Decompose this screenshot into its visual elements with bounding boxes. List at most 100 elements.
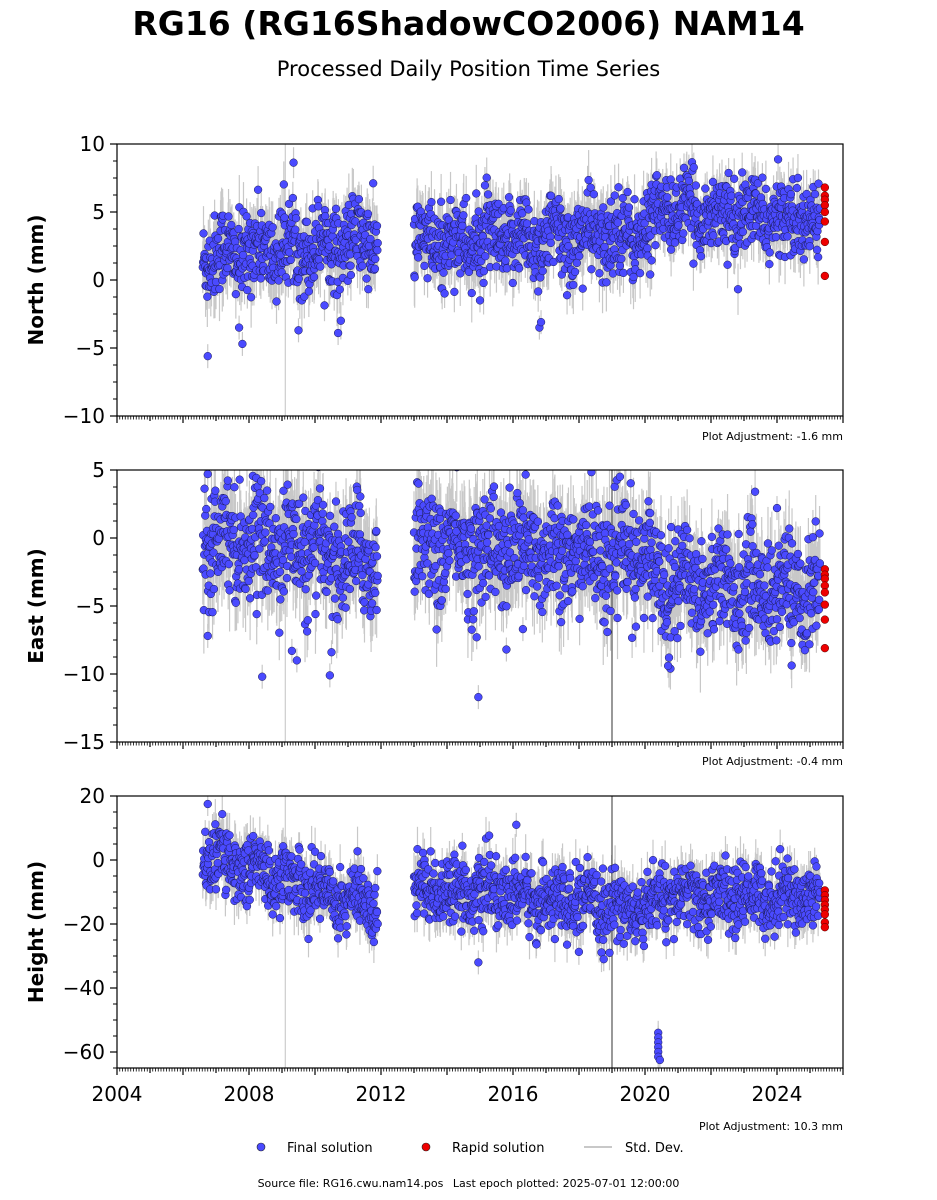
data-point bbox=[812, 245, 822, 254]
data-point bbox=[479, 278, 488, 288]
data-point bbox=[570, 267, 580, 277]
data-point bbox=[595, 269, 604, 278]
data-point bbox=[679, 163, 689, 172]
north-ylabel: North (mm) bbox=[24, 214, 48, 345]
data-point bbox=[373, 246, 382, 255]
data-point bbox=[458, 221, 467, 231]
data-point bbox=[647, 256, 656, 265]
data-point bbox=[309, 272, 319, 282]
data-point bbox=[602, 278, 611, 287]
data-point bbox=[474, 207, 483, 216]
data-point bbox=[314, 202, 323, 211]
data-point bbox=[617, 254, 626, 263]
data-point bbox=[724, 168, 733, 178]
data-point bbox=[346, 261, 355, 270]
data-point bbox=[462, 193, 471, 203]
data-point bbox=[546, 238, 555, 248]
data-point bbox=[288, 193, 298, 203]
data-point bbox=[279, 180, 288, 189]
data-point bbox=[599, 203, 608, 212]
north-rapid-points bbox=[820, 183, 829, 281]
data-point bbox=[584, 175, 593, 185]
data-point bbox=[753, 179, 763, 188]
data-point bbox=[268, 223, 277, 232]
data-point bbox=[414, 253, 423, 262]
data-point bbox=[635, 269, 645, 278]
data-point bbox=[613, 218, 623, 227]
data-point bbox=[325, 242, 334, 251]
data-point bbox=[696, 252, 706, 261]
data-point bbox=[546, 191, 556, 200]
data-point bbox=[651, 241, 660, 250]
data-point bbox=[316, 262, 325, 271]
outlier-point bbox=[333, 328, 343, 338]
data-point bbox=[600, 242, 609, 252]
outlier-point bbox=[234, 323, 244, 332]
data-point bbox=[689, 163, 698, 172]
data-point bbox=[508, 278, 517, 288]
data-point bbox=[618, 193, 627, 203]
y-tick-label: −5 bbox=[76, 336, 105, 360]
data-point bbox=[479, 267, 489, 276]
data-point bbox=[215, 284, 224, 294]
data-point bbox=[630, 195, 639, 204]
data-point bbox=[771, 232, 781, 242]
data-point bbox=[814, 252, 823, 262]
data-point bbox=[199, 229, 208, 238]
data-point bbox=[504, 193, 514, 202]
data-point bbox=[501, 256, 510, 265]
north-final-points bbox=[198, 155, 825, 361]
data-point bbox=[524, 205, 533, 214]
data-point bbox=[587, 265, 596, 274]
y-tick-label: 10 bbox=[80, 132, 105, 156]
data-point bbox=[256, 274, 266, 283]
data-point bbox=[619, 268, 628, 278]
data-point bbox=[556, 204, 565, 213]
data-point bbox=[758, 173, 767, 182]
data-point bbox=[701, 184, 710, 193]
data-point bbox=[336, 316, 345, 325]
data-point bbox=[335, 285, 344, 294]
data-point bbox=[518, 209, 527, 218]
data-point bbox=[372, 221, 382, 231]
data-point bbox=[538, 266, 547, 276]
data-point bbox=[300, 292, 309, 301]
data-point bbox=[575, 251, 584, 261]
data-point bbox=[709, 231, 718, 240]
data-point bbox=[456, 269, 465, 278]
rapid-point bbox=[820, 237, 829, 247]
data-point bbox=[727, 191, 736, 200]
data-point bbox=[234, 224, 243, 234]
data-point bbox=[684, 176, 694, 186]
data-point bbox=[773, 155, 783, 164]
data-point bbox=[589, 190, 599, 199]
data-point bbox=[331, 204, 341, 213]
data-point bbox=[257, 208, 266, 218]
data-point bbox=[761, 184, 771, 194]
data-point bbox=[502, 264, 512, 273]
data-point bbox=[723, 260, 732, 269]
chart-subtitle: Processed Daily Position Time Series bbox=[276, 57, 661, 81]
data-point bbox=[514, 264, 524, 273]
data-point bbox=[646, 270, 655, 279]
data-point bbox=[554, 194, 563, 204]
data-point bbox=[562, 291, 572, 300]
data-point bbox=[615, 261, 625, 270]
data-point bbox=[231, 290, 240, 299]
data-point bbox=[765, 259, 774, 269]
data-point bbox=[346, 270, 356, 280]
data-point bbox=[285, 248, 294, 257]
data-point bbox=[354, 195, 364, 204]
data-point bbox=[439, 268, 448, 277]
data-point bbox=[679, 229, 688, 238]
data-point bbox=[738, 227, 748, 236]
data-point bbox=[652, 171, 661, 180]
data-point bbox=[482, 173, 491, 182]
data-point bbox=[272, 297, 281, 306]
data-point bbox=[783, 232, 792, 241]
data-point bbox=[643, 244, 652, 253]
outlier-point bbox=[475, 296, 485, 305]
data-point bbox=[810, 189, 820, 199]
data-point bbox=[320, 301, 329, 310]
data-point bbox=[321, 212, 330, 221]
